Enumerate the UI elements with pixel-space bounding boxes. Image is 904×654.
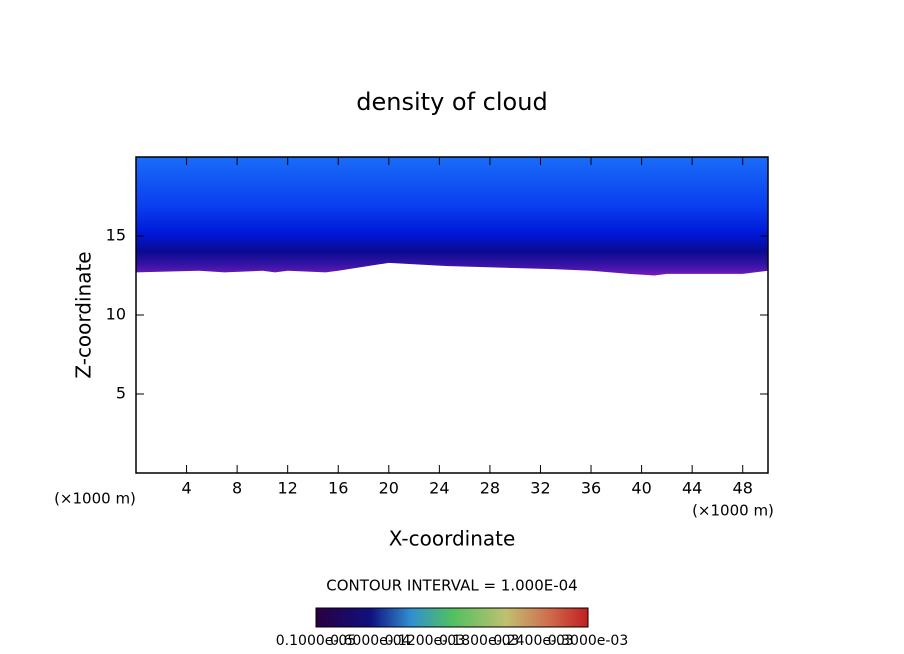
x-tick-label: 36	[581, 479, 601, 498]
x-tick-label: 24	[429, 479, 449, 498]
x-tick-label: 40	[631, 479, 651, 498]
x-tick-label: 20	[379, 479, 399, 498]
cloud-contour	[136, 157, 768, 276]
x-tick-label: 28	[480, 479, 500, 498]
y-axis-label: Z-coordinate	[72, 251, 96, 378]
x-tick-label: 32	[530, 479, 550, 498]
x-tick-label: 4	[181, 479, 191, 498]
y-tick-label: 15	[106, 226, 126, 245]
colorbar-label: 0.1000e-05	[276, 633, 356, 649]
colorbar-label: 0.1800e-03	[439, 633, 519, 649]
colorbar-label: 0.6000e-04	[330, 633, 411, 649]
x-unit: (×1000 m)	[692, 502, 774, 520]
x-tick-label: 12	[278, 479, 298, 498]
y-unit: (×1000 m)	[54, 490, 136, 508]
x-axis-label: X-coordinate	[389, 527, 516, 551]
contour-interval: CONTOUR INTERVAL = 1.000E-04	[326, 577, 577, 595]
x-tick-label: 8	[232, 479, 242, 498]
y-tick-label: 5	[116, 384, 126, 403]
colorbar-label: 0.2400e-03	[493, 633, 573, 649]
x-tick-label: 48	[733, 479, 753, 498]
y-tick-label: 10	[106, 305, 126, 324]
colorbar	[315, 607, 589, 628]
chart-title: density of cloud	[356, 88, 547, 116]
colorbar-label: 0.1200e-03	[385, 633, 465, 649]
x-tick-label: 44	[682, 479, 702, 498]
colorbar-label: 0.3000e-03	[548, 633, 628, 649]
x-tick-label: 16	[328, 479, 348, 498]
